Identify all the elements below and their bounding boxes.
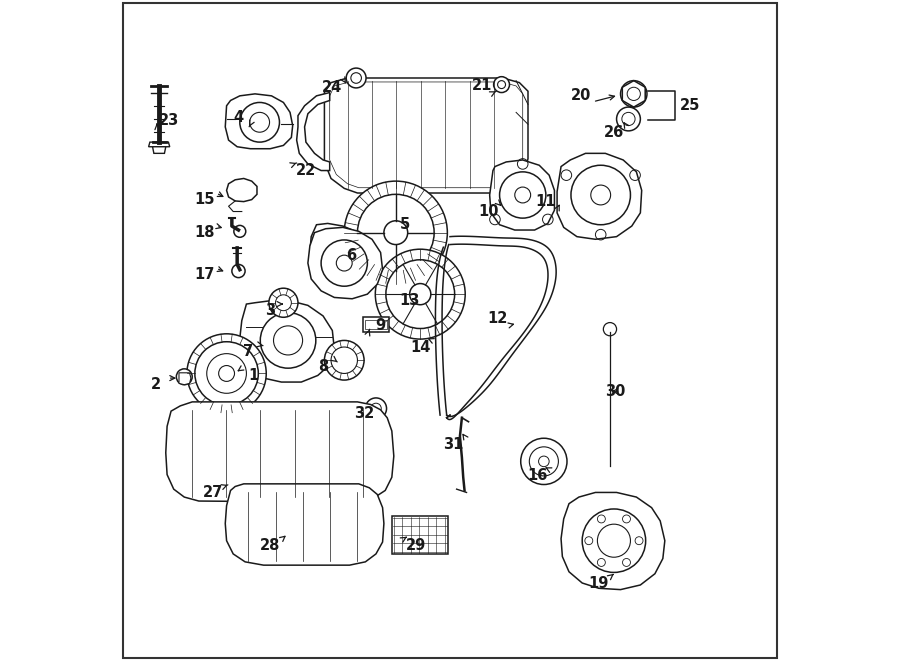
Circle shape	[234, 225, 246, 237]
Polygon shape	[225, 94, 292, 149]
Circle shape	[346, 68, 366, 88]
Text: 11: 11	[536, 194, 556, 209]
Bar	[363, 317, 389, 332]
Circle shape	[616, 107, 641, 131]
Text: 7: 7	[243, 344, 254, 359]
Circle shape	[493, 77, 509, 93]
Text: 3: 3	[266, 303, 275, 318]
Circle shape	[232, 264, 245, 278]
Text: 2: 2	[151, 377, 161, 392]
Text: 5: 5	[400, 217, 410, 232]
Text: 14: 14	[410, 340, 430, 354]
Bar	[365, 320, 386, 329]
Text: 13: 13	[399, 293, 419, 308]
Text: 12: 12	[488, 311, 508, 326]
Polygon shape	[324, 78, 528, 193]
Circle shape	[620, 81, 647, 107]
Circle shape	[365, 398, 386, 419]
Text: 32: 32	[354, 406, 374, 420]
Circle shape	[344, 181, 447, 284]
Text: 1: 1	[248, 368, 258, 383]
Polygon shape	[308, 227, 382, 299]
Text: 21: 21	[472, 79, 492, 93]
Circle shape	[239, 102, 280, 142]
Text: 23: 23	[159, 113, 179, 128]
Text: 18: 18	[194, 225, 214, 240]
Text: 4: 4	[233, 110, 244, 125]
Text: 29: 29	[406, 538, 426, 553]
Text: 17: 17	[194, 268, 214, 282]
Polygon shape	[148, 142, 170, 147]
Polygon shape	[561, 492, 665, 590]
Text: 27: 27	[203, 485, 223, 500]
Polygon shape	[225, 484, 384, 565]
Polygon shape	[297, 93, 329, 171]
Circle shape	[269, 288, 298, 317]
Circle shape	[375, 249, 465, 339]
Circle shape	[187, 334, 266, 413]
Text: 30: 30	[605, 384, 626, 399]
Circle shape	[324, 340, 365, 380]
Text: 9: 9	[375, 318, 386, 332]
Text: 22: 22	[296, 163, 316, 178]
Text: 31: 31	[443, 437, 464, 451]
Text: 19: 19	[589, 576, 609, 590]
Polygon shape	[227, 178, 257, 202]
Polygon shape	[557, 153, 642, 239]
Circle shape	[521, 438, 567, 485]
Polygon shape	[239, 301, 334, 382]
Polygon shape	[153, 147, 166, 153]
Circle shape	[176, 369, 193, 385]
Polygon shape	[166, 402, 394, 502]
Text: 24: 24	[322, 80, 343, 95]
Text: 25: 25	[680, 98, 700, 113]
Text: 20: 20	[571, 88, 591, 102]
Text: 26: 26	[604, 125, 624, 139]
Text: 16: 16	[527, 469, 547, 483]
Text: 8: 8	[318, 360, 328, 374]
Text: 10: 10	[478, 204, 499, 219]
Bar	[392, 516, 448, 554]
Polygon shape	[179, 373, 191, 385]
Text: 15: 15	[194, 192, 214, 207]
Text: 6: 6	[346, 248, 356, 262]
Text: 28: 28	[260, 538, 281, 553]
Polygon shape	[310, 223, 372, 278]
Circle shape	[603, 323, 616, 336]
Polygon shape	[490, 160, 554, 230]
